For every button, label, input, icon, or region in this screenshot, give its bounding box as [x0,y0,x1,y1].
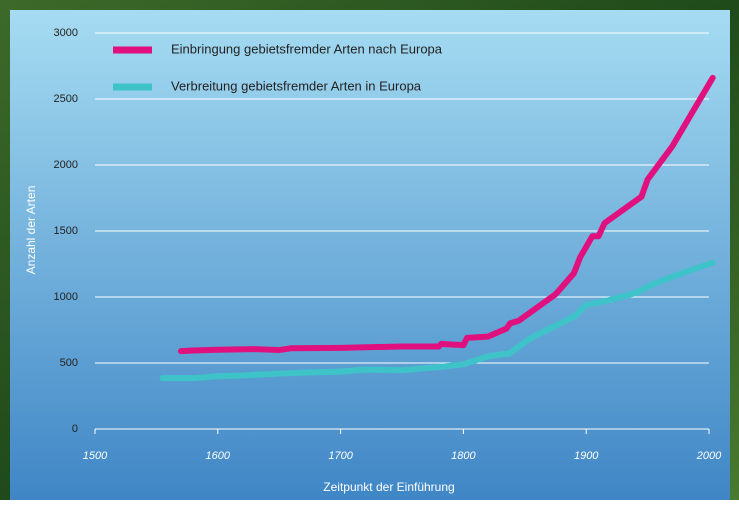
legend-label: Einbringung gebietsfremder Arten nach Eu… [171,41,443,56]
y-tick-label: 2000 [54,159,78,171]
x-tick-label: 2000 [696,450,722,462]
y-tick-label: 1500 [54,225,78,237]
legend-label: Verbreitung gebietsfremder Arten in Euro… [171,78,422,93]
y-axis-label: Anzahl der Arten [24,186,38,275]
x-tick-label: 1600 [206,450,231,462]
y-tick-label: 1000 [54,291,78,303]
y-tick-label: 500 [60,357,78,369]
x-tick-label: 1500 [83,450,108,462]
y-tick-label: 0 [72,423,78,435]
y-tick-label: 2500 [54,93,78,105]
y-tick-label: 3000 [54,27,78,39]
x-tick-label: 1900 [574,450,599,462]
x-tick-label: 1700 [328,450,353,462]
x-axis-label: Zeitpunkt der Einführung [323,480,454,494]
x-tick-label: 1800 [451,450,476,462]
chart: Zeitpunkt der Einführung Anzahl der Arte… [0,0,739,500]
